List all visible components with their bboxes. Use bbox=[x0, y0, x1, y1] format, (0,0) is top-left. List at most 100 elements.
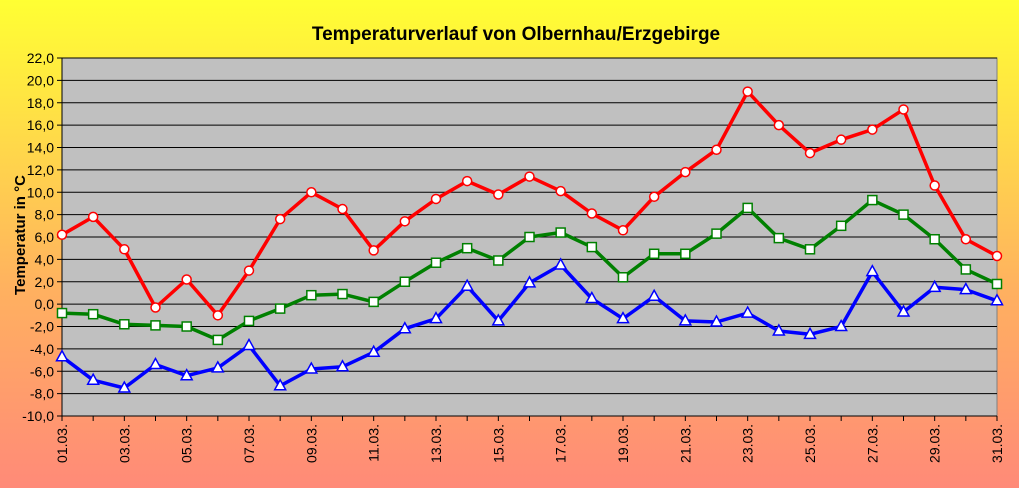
data-point bbox=[647, 288, 661, 302]
y-tick-labels: -10,0 -8,0 -6,0 -4,0 -2,0 0,0 2,0 4,0 6,0 8,0 10,0… bbox=[22, 50, 54, 424]
data-point bbox=[399, 216, 411, 227]
data-point bbox=[119, 319, 130, 330]
x-tick-label: 17.03. bbox=[553, 424, 569, 463]
data-point bbox=[742, 86, 753, 97]
data-point bbox=[711, 144, 722, 155]
x-tick-label: 29.03. bbox=[927, 424, 943, 463]
data-point bbox=[493, 189, 504, 200]
data-point bbox=[680, 166, 691, 178]
data-point bbox=[274, 213, 286, 225]
data-point bbox=[929, 233, 940, 245]
data-point bbox=[491, 313, 506, 326]
data-point bbox=[87, 211, 99, 223]
y-tick-label: 16,0 bbox=[27, 117, 54, 133]
y-tick-label: -2,0 bbox=[30, 319, 54, 335]
y-tick-label: 4,0 bbox=[35, 251, 55, 267]
data-point bbox=[991, 278, 1003, 290]
data-point bbox=[150, 320, 161, 331]
y-tick-label: 14,0 bbox=[27, 140, 54, 156]
data-point bbox=[898, 209, 909, 220]
series-1 bbox=[56, 86, 1003, 321]
data-point bbox=[56, 307, 68, 319]
y-tick-label: -4,0 bbox=[30, 341, 54, 357]
x-tick-label: 07.03. bbox=[241, 424, 257, 463]
x-tick-label: 13.03. bbox=[428, 424, 444, 463]
data-point bbox=[274, 303, 286, 314]
y-axis-label: Temperatur in °C bbox=[12, 175, 29, 295]
data-point bbox=[212, 310, 224, 321]
x-tick-label: 19.03. bbox=[615, 424, 631, 463]
x-tick-label: 21.03. bbox=[677, 424, 693, 463]
x-tick-label: 15.03. bbox=[490, 424, 506, 463]
data-point bbox=[179, 368, 194, 381]
data-point bbox=[742, 202, 753, 214]
y-tick-label: -10,0 bbox=[22, 408, 54, 424]
data-point bbox=[304, 361, 319, 374]
x-tick-label: 05.03. bbox=[179, 424, 195, 463]
y-tick-label: 22,0 bbox=[27, 50, 54, 66]
data-point bbox=[959, 282, 973, 295]
data-point bbox=[586, 208, 598, 219]
data-point bbox=[212, 334, 224, 346]
data-point bbox=[430, 257, 442, 268]
x-tick-label: 11.03. bbox=[366, 424, 382, 462]
data-point bbox=[399, 276, 411, 287]
data-point bbox=[709, 314, 724, 327]
y-tick-label: 20,0 bbox=[27, 72, 54, 88]
series-layer bbox=[55, 86, 1004, 393]
data-point bbox=[804, 244, 816, 255]
data-point bbox=[368, 245, 379, 256]
data-point bbox=[616, 311, 630, 324]
y-tick-label: -8,0 bbox=[30, 386, 54, 402]
data-point bbox=[585, 290, 599, 304]
data-point bbox=[181, 321, 192, 332]
data-point bbox=[368, 296, 379, 308]
data-point bbox=[898, 104, 909, 115]
data-point bbox=[119, 244, 130, 255]
y-tick-label: 10,0 bbox=[27, 184, 54, 200]
data-point bbox=[243, 265, 255, 276]
data-point bbox=[56, 229, 68, 241]
data-point bbox=[960, 233, 972, 245]
y-tick-label: 12,0 bbox=[27, 162, 54, 178]
x-tick-label: 27.03. bbox=[864, 424, 880, 463]
data-point bbox=[867, 194, 878, 206]
data-point bbox=[711, 228, 722, 239]
data-point bbox=[773, 232, 785, 244]
data-point bbox=[991, 250, 1003, 262]
data-point bbox=[87, 308, 99, 320]
data-point bbox=[772, 323, 786, 336]
data-point bbox=[306, 187, 317, 198]
data-point bbox=[150, 302, 161, 313]
data-point bbox=[211, 360, 225, 373]
y-tick-label: 2,0 bbox=[35, 274, 55, 290]
data-point bbox=[553, 257, 568, 270]
data-point bbox=[680, 248, 691, 260]
data-point bbox=[990, 293, 1004, 306]
data-point bbox=[86, 372, 100, 385]
y-tick-label: 8,0 bbox=[35, 207, 55, 223]
data-point bbox=[337, 288, 348, 300]
data-point bbox=[522, 275, 537, 288]
data-point bbox=[461, 242, 473, 254]
data-point bbox=[306, 289, 317, 301]
x-tick-label: 31.03. bbox=[989, 424, 1005, 463]
data-point bbox=[398, 321, 412, 334]
data-point bbox=[867, 124, 878, 135]
data-point bbox=[896, 304, 911, 317]
data-point bbox=[773, 119, 785, 131]
x-tick-labels: 01.03. 03.03. 05.03. 07.03. 09.03. 11.03. 13.0… bbox=[54, 424, 1005, 463]
data-point bbox=[493, 255, 504, 266]
series-3 bbox=[55, 257, 1004, 393]
y-tick-label: -6,0 bbox=[30, 363, 54, 379]
data-point bbox=[960, 264, 972, 275]
y-tick-label: 0,0 bbox=[35, 296, 55, 312]
data-point bbox=[617, 272, 629, 283]
data-point bbox=[430, 193, 442, 205]
data-point bbox=[55, 349, 69, 362]
y-tick-label: 6,0 bbox=[35, 229, 55, 245]
data-point bbox=[555, 185, 566, 197]
data-point bbox=[117, 380, 132, 393]
